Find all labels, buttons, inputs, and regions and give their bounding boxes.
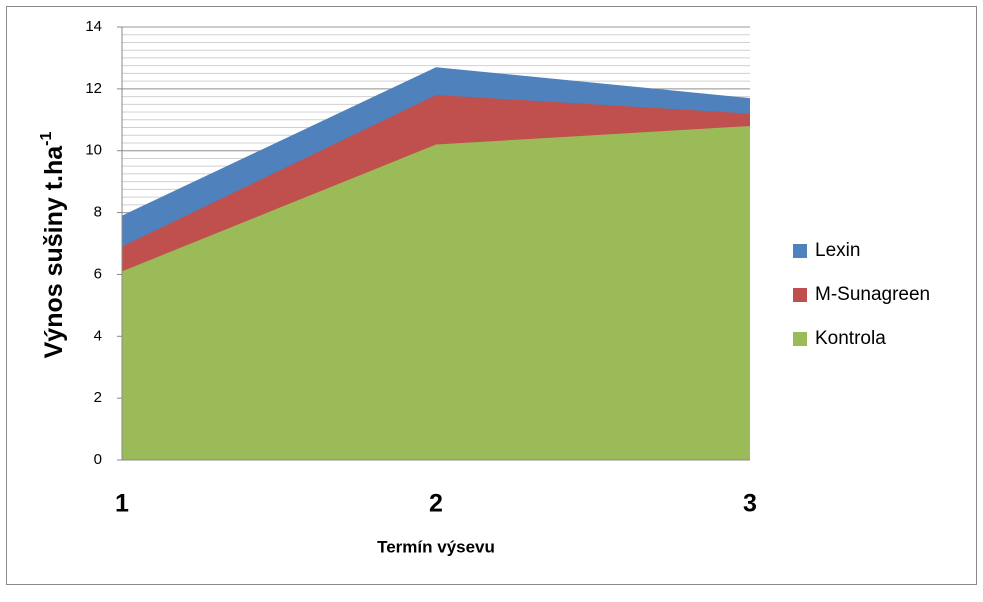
y-tick-label: 10 (85, 142, 102, 159)
legend-swatch (793, 244, 807, 258)
x-tick-label: 3 (743, 490, 757, 518)
y-axis-label-sup: -1 (38, 132, 55, 146)
y-axis-label: Výnos sušiny t.ha-1 (38, 132, 68, 359)
legend-swatch (793, 332, 807, 346)
y-tick-label: 12 (85, 80, 102, 97)
legend-swatch (793, 288, 807, 302)
y-tick-label: 2 (94, 389, 102, 406)
legend-label: Kontrola (815, 328, 886, 349)
y-tick-label: 8 (94, 204, 102, 221)
legend-label: M-Sunagreen (815, 284, 930, 305)
area (122, 125, 750, 460)
x-axis-label: Termín výsevu (377, 537, 495, 556)
y-tick-label: 0 (94, 451, 102, 468)
y-tick-label: 6 (94, 265, 102, 282)
y-tick-label: 14 (85, 18, 102, 35)
legend-label: Lexin (815, 240, 860, 261)
y-tick-label: 4 (94, 327, 102, 344)
x-tick-label: 2 (429, 490, 443, 518)
x-tick-label: 1 (115, 490, 129, 518)
y-axis-label-text: Výnos sušiny t.ha (40, 145, 68, 359)
